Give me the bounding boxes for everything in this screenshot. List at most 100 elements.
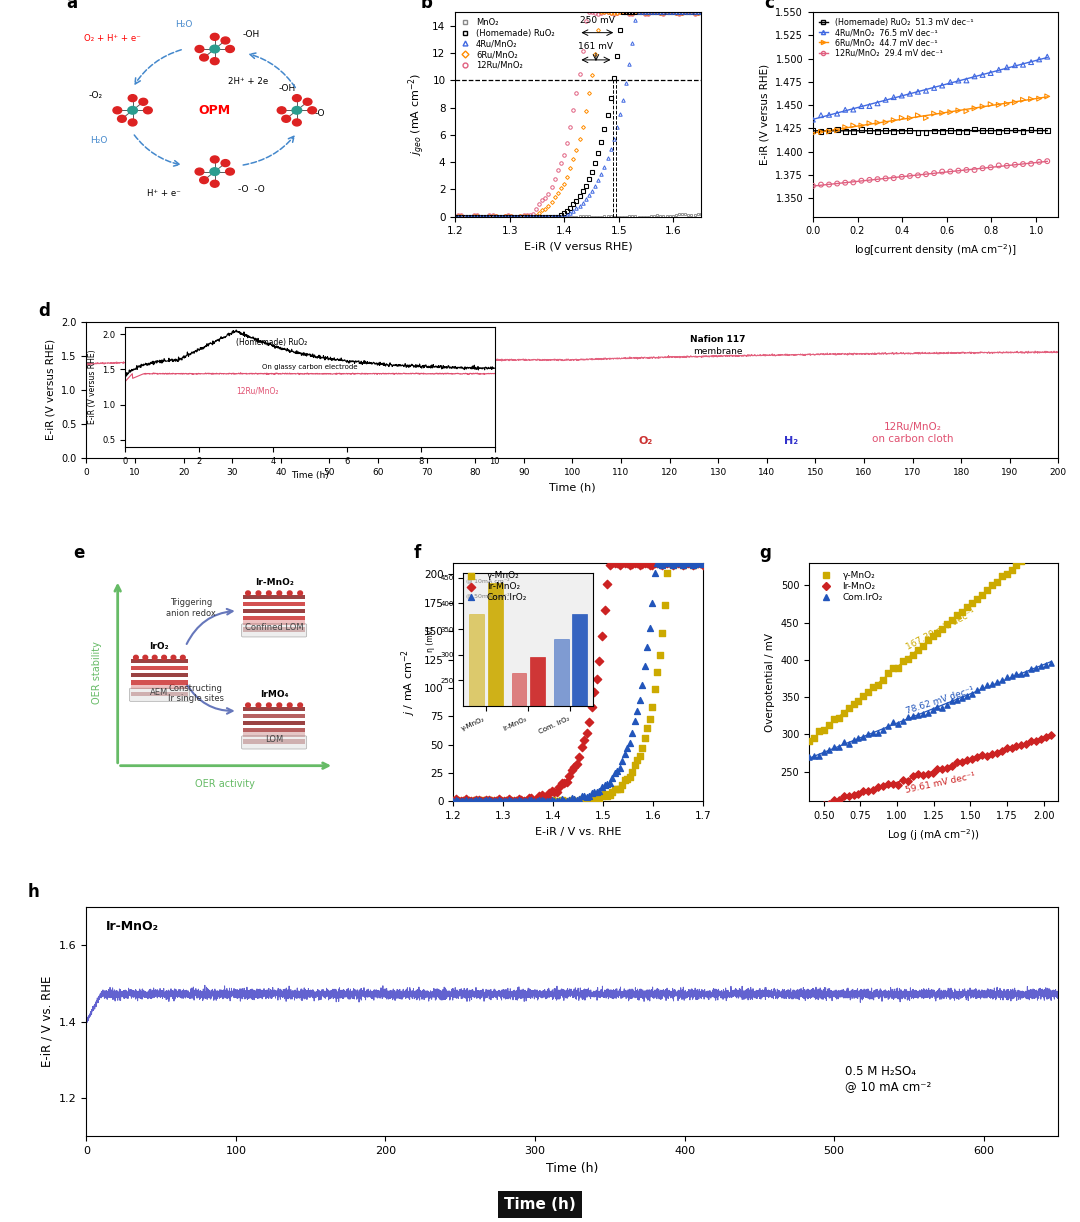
Com.IrO₂ [543,791,561,810]
Point [853,116,870,136]
Com.IrO₂ [498,792,515,811]
Point [933,122,950,142]
γ-MnO₂ [1017,547,1035,567]
Point [917,122,934,142]
Com.IrO₂ [604,767,621,787]
Bar [243,732,306,737]
Com.IrO₂ [530,791,548,810]
Ir-MnO₂ [1038,727,1055,747]
Circle shape [180,655,185,660]
Circle shape [195,169,204,175]
Point [974,121,991,141]
Ir-MnO₂ [596,600,613,620]
Point [949,161,967,181]
γ-MnO₂ [475,793,492,813]
γ-MnO₂ [593,786,610,805]
Point [821,175,838,194]
γ-MnO₂ [472,793,489,813]
Ir-MnO₂ [631,555,648,574]
γ-MnO₂ [558,793,576,813]
Com.IrO₂ [608,761,625,781]
Point [828,120,846,139]
Circle shape [278,106,286,114]
Com.IrO₂ [651,554,669,573]
Ir-MnO₂ [598,574,616,594]
Com.IrO₂ [900,708,917,727]
γ-MnO₂ [638,719,656,738]
Com.IrO₂ [646,563,663,583]
Ir-MnO₂ [566,758,583,777]
Ir-MnO₂ [694,555,712,574]
Com.IrO₂ [611,758,629,777]
Text: 250 mV: 250 mV [580,16,615,26]
Point [1007,155,1024,175]
γ-MnO₂ [860,682,877,701]
γ-MnO₂ [608,780,625,799]
Ir-MnO₂ [508,792,525,811]
γ-MnO₂ [969,589,986,609]
γ-MnO₂ [487,791,504,810]
Com.IrO₂ [854,727,872,747]
Com.IrO₂ [929,698,946,717]
Com.IrO₂ [993,670,1010,689]
Text: -OH: -OH [279,84,296,93]
Com.IrO₂ [1008,665,1025,684]
Com.IrO₂ [879,716,896,736]
Point [1023,53,1040,72]
Ir-MnO₂ [483,792,500,811]
Circle shape [118,115,126,122]
Com.IrO₂ [869,723,887,743]
Ir-MnO₂ [672,554,689,573]
Y-axis label: $j$ / mA cm$^{-2}$: $j$ / mA cm$^{-2}$ [400,649,418,716]
Com.IrO₂ [581,786,598,805]
Point [845,116,862,136]
γ-MnO₂ [502,792,519,811]
γ-MnO₂ [555,792,572,811]
Com.IrO₂ [691,554,708,573]
Point [917,81,934,100]
γ-MnO₂ [600,786,618,805]
γ-MnO₂ [988,573,1005,593]
γ-MnO₂ [889,659,906,678]
γ-MnO₂ [998,565,1015,584]
Ir-MnO₂ [963,749,981,769]
Point [812,105,829,125]
Circle shape [129,94,137,101]
Point [1023,154,1040,174]
γ-MnO₂ [513,791,530,810]
Com.IrO₂ [889,715,906,734]
Circle shape [221,160,230,166]
Com.IrO₂ [687,554,704,573]
Point [828,104,846,123]
Point [982,64,999,83]
γ-MnO₂ [619,769,636,788]
γ-MnO₂ [457,791,474,810]
Ir-MnO₂ [1017,734,1035,754]
Ir-MnO₂ [573,737,591,756]
γ-MnO₂ [462,793,480,813]
γ-MnO₂ [500,789,517,809]
Com.IrO₂ [820,741,837,760]
γ-MnO₂ [850,692,867,711]
Text: OER stability: OER stability [92,642,102,704]
Ir-MnO₂ [973,745,990,765]
γ-MnO₂ [1027,538,1044,557]
γ-MnO₂ [684,555,701,574]
γ-MnO₂ [835,704,852,723]
Point [901,109,918,128]
Point [1039,46,1056,66]
Ir-MnO₂ [604,554,621,573]
γ-MnO₂ [875,670,892,689]
Com.IrO₂ [475,792,492,811]
Ir-MnO₂ [998,738,1015,758]
Point [1039,121,1056,141]
Ir-MnO₂ [865,781,882,800]
Text: OER activity: OER activity [194,780,255,789]
Point [812,175,829,194]
Ir-MnO₂ [636,554,653,573]
Point [845,172,862,192]
Com.IrO₂ [850,728,867,748]
γ-MnO₂ [523,791,540,810]
Com.IrO₂ [676,554,693,573]
Ir-MnO₂ [517,792,535,811]
